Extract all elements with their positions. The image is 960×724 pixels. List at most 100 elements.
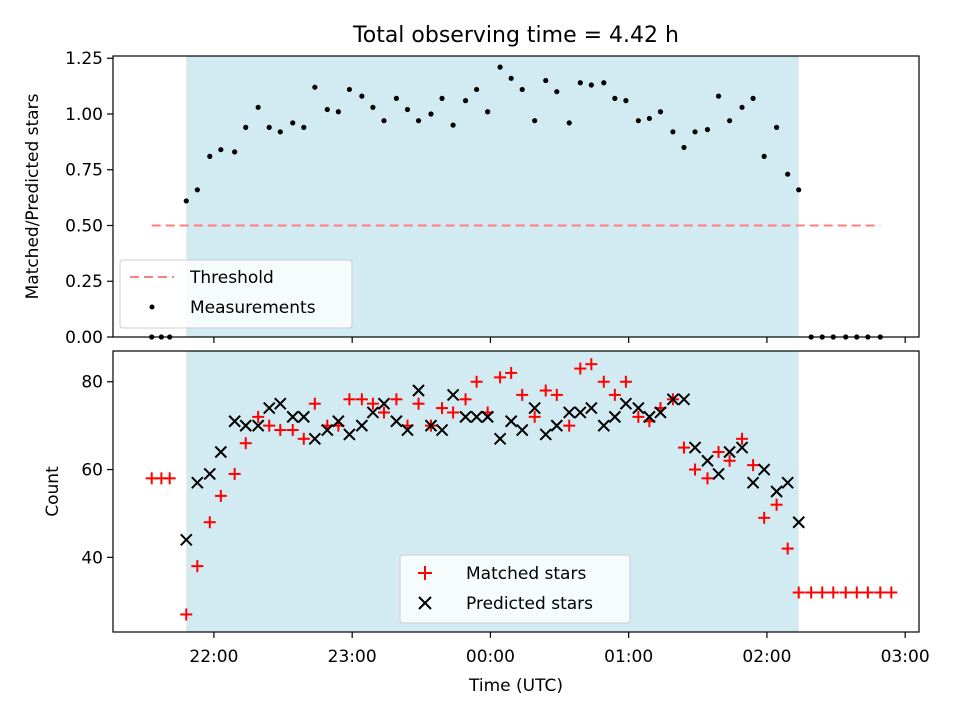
matched-star-point	[459, 393, 472, 406]
measurement-point	[635, 118, 641, 124]
measurement-point	[692, 129, 698, 135]
predicted-star-point	[214, 445, 228, 459]
legend-matched-label: Matched stars	[466, 564, 586, 584]
predicted-star-point	[757, 463, 771, 476]
matched-star-point	[308, 397, 321, 410]
predicted-star-point	[528, 401, 541, 415]
measurement-point	[428, 111, 434, 117]
matched-star-point	[163, 472, 176, 485]
matched-star-point	[412, 397, 425, 410]
matched-star-point	[180, 608, 193, 621]
matched-star-point	[263, 419, 276, 432]
measurement-point	[774, 124, 780, 130]
predicted-star-point	[424, 419, 438, 432]
matched-star-point	[297, 432, 310, 445]
matched-star-point	[805, 586, 818, 599]
x-axis-label: Time (UTC)	[468, 676, 563, 696]
x-tick-label: 23:00	[328, 647, 377, 667]
measurement-point	[704, 126, 711, 133]
measurement-point	[359, 93, 365, 99]
predicted-star-point	[286, 410, 299, 424]
measurement-point	[194, 187, 200, 193]
matched-star-point	[632, 410, 645, 423]
matched-star-point	[274, 424, 287, 437]
measurement-point	[796, 187, 802, 193]
predicted-star-point	[585, 401, 598, 415]
measurement-point	[183, 198, 189, 204]
matched-star-point	[494, 371, 507, 384]
x-tick-label: 22:00	[189, 647, 238, 667]
measurement-point	[232, 149, 238, 155]
predicted-star-point	[332, 415, 345, 428]
top-x-tick-marks	[213, 337, 906, 343]
matched-star-point	[252, 410, 265, 423]
matched-star-point	[239, 437, 252, 450]
matched-star-point	[355, 393, 368, 406]
measurement-point	[255, 104, 261, 110]
y-tick-label: 1.25	[65, 49, 103, 69]
measurement-point	[739, 104, 745, 110]
predicted-star-point	[412, 384, 425, 397]
predicted-star-point	[401, 423, 414, 437]
matched-star-point	[597, 375, 610, 388]
measurement-point	[290, 120, 296, 126]
top-panel-frame	[112, 55, 920, 338]
measurement-point	[312, 84, 318, 90]
predicted-star-point	[263, 401, 276, 415]
measurement-point	[508, 75, 514, 81]
matched-star-point	[723, 454, 736, 467]
predicted-star-point	[355, 419, 369, 432]
measurement-point	[715, 93, 722, 99]
measurement-point	[218, 147, 224, 153]
matched-star-point	[747, 459, 760, 472]
matched-star-point	[816, 586, 829, 599]
y-tick-label: 0.25	[65, 272, 103, 292]
predicted-star-point	[688, 441, 702, 454]
measurement-point	[243, 124, 249, 130]
predicted-star-point	[792, 516, 805, 529]
measurement-point	[485, 109, 491, 115]
matched-star-point	[689, 463, 702, 476]
predicted-star-point	[390, 415, 403, 428]
predicted-star-point	[321, 423, 334, 437]
predicted-star-point	[493, 432, 507, 446]
star-count-points	[145, 358, 898, 621]
predicted-star-point	[481, 410, 494, 424]
y-tick-label: 0.75	[65, 161, 103, 181]
measurement-point	[346, 86, 353, 93]
matched-star-point	[781, 542, 794, 555]
measurement-point	[588, 82, 594, 88]
matched-star-point	[677, 441, 690, 454]
measurement-point	[393, 95, 400, 101]
predicted-star-point	[632, 401, 645, 415]
legend-measurements-swatch	[149, 304, 155, 310]
matched-star-point	[563, 419, 576, 432]
bottom-y-axis: 40 60 80	[81, 373, 113, 568]
measurement-point	[519, 86, 525, 93]
top-legend-box	[119, 259, 353, 329]
predicted-star-point	[191, 476, 204, 489]
bottom-y-axis-label: Count	[43, 466, 63, 517]
matched-star-point	[447, 406, 460, 419]
predicted-star-point	[470, 410, 483, 424]
measurement-point	[554, 89, 560, 95]
predicted-star-point	[251, 419, 265, 432]
measurement-point	[612, 95, 618, 101]
matched-star-point	[758, 511, 771, 524]
measurement-point	[415, 118, 422, 124]
matched-star-point	[539, 384, 552, 397]
measurement-points	[149, 64, 883, 340]
matched-star-point	[286, 424, 299, 437]
predicted-star-point	[343, 428, 356, 441]
measurement-point	[370, 104, 376, 110]
measurement-point	[646, 115, 653, 122]
predicted-star-point	[180, 533, 193, 547]
measurement-point	[324, 106, 330, 113]
predicted-star-point	[677, 393, 691, 406]
matched-star-point	[214, 489, 227, 502]
top-y-axis-label: Matched/Predicted stars	[23, 93, 43, 299]
top-y-axis: 0.00 0.25 0.50 0.75 1.00 1.25	[65, 49, 113, 348]
measurement-point	[543, 77, 549, 84]
predicted-star-point	[701, 454, 714, 467]
